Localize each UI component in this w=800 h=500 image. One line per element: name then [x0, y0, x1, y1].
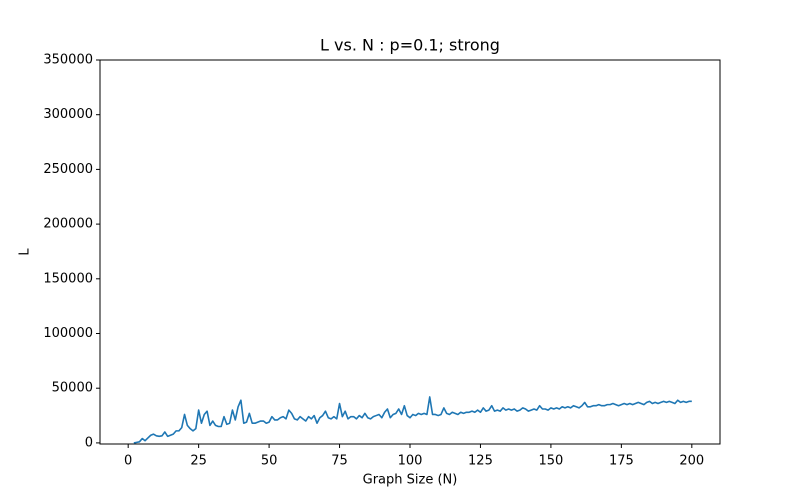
x-tick-label: 50 — [261, 454, 278, 469]
y-tick-label: 50000 — [52, 381, 93, 396]
x-tick-label: 175 — [609, 454, 634, 469]
x-axis-label: Graph Size (N) — [363, 473, 458, 488]
y-tick-label: 150000 — [43, 271, 93, 286]
x-tick-label: 200 — [679, 454, 704, 469]
x-tick-label: 125 — [468, 454, 493, 469]
y-tick-label: 250000 — [43, 162, 93, 177]
plot-frame — [99, 59, 721, 445]
y-tick-label: 200000 — [43, 217, 93, 232]
x-tick-label: 75 — [331, 454, 348, 469]
y-tick-label: 100000 — [43, 326, 93, 341]
y-tick-label: 300000 — [43, 107, 93, 122]
x-tick-label: 100 — [398, 454, 423, 469]
chart-title: L vs. N : p=0.1; strong — [320, 36, 500, 55]
x-tick-label: 0 — [124, 454, 132, 469]
data-line — [133, 396, 692, 444]
y-tick-label: 0 — [85, 435, 93, 450]
y-tick-label: 350000 — [43, 53, 93, 68]
x-tick-label: 150 — [538, 454, 563, 469]
x-tick-label: 25 — [190, 454, 207, 469]
y-axis-label: L — [18, 248, 33, 256]
